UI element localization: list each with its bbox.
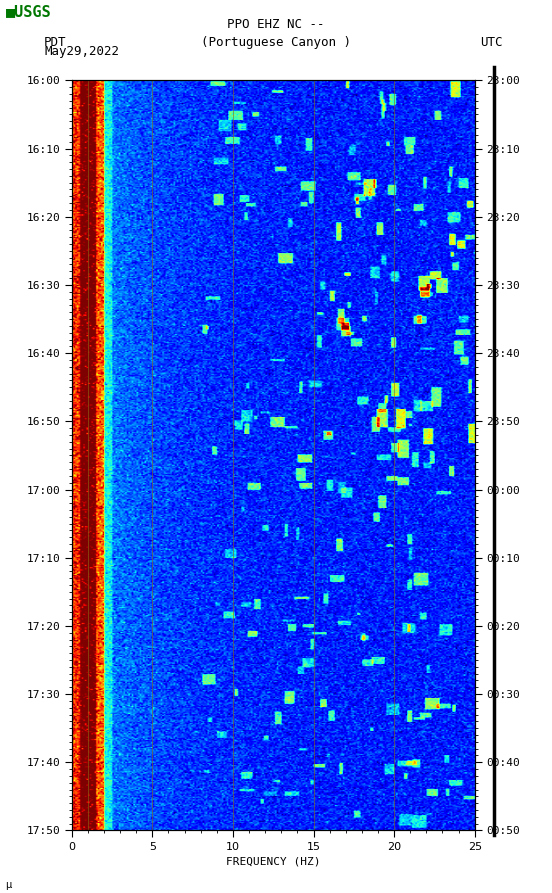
Text: PPO EHZ NC --: PPO EHZ NC -- xyxy=(227,18,325,31)
Text: (Portuguese Canyon ): (Portuguese Canyon ) xyxy=(201,36,351,49)
Text: μ: μ xyxy=(6,880,12,890)
X-axis label: FREQUENCY (HZ): FREQUENCY (HZ) xyxy=(226,856,321,866)
Text: ■USGS: ■USGS xyxy=(6,4,51,20)
Text: UTC: UTC xyxy=(480,36,503,49)
Text: PDT: PDT xyxy=(44,36,67,49)
Text: May29,2022: May29,2022 xyxy=(44,45,119,58)
